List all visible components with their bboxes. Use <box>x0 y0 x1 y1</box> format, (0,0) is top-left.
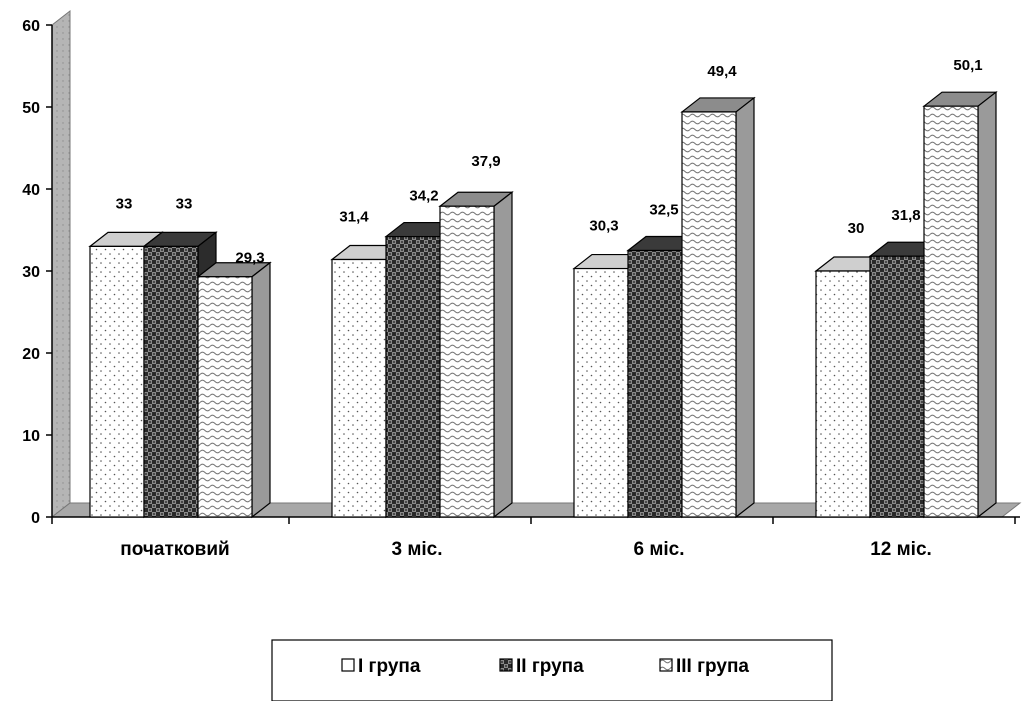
bar-front-face <box>439 205 495 518</box>
bar-front-face <box>923 105 979 518</box>
bar-side-face <box>735 96 755 519</box>
data-label: 32,5 <box>649 202 678 219</box>
y-tick-label: 20 <box>22 346 40 363</box>
y-tick-label: 60 <box>22 18 40 35</box>
bar-front-face <box>681 111 737 518</box>
bar-front-face <box>869 255 925 518</box>
legend-label: III група <box>676 656 749 677</box>
bar-front-face <box>815 270 871 518</box>
data-label: 34,2 <box>409 188 438 205</box>
legend-box <box>271 639 833 701</box>
category-label: 12 міс. <box>870 539 932 560</box>
data-label: 31,8 <box>891 207 920 224</box>
y-tick-label: 50 <box>22 100 40 117</box>
y-tick-label: 40 <box>22 182 40 199</box>
bar-side-face <box>251 261 271 519</box>
bar-front-face <box>331 258 387 518</box>
legend-swatch <box>499 658 513 672</box>
legend-swatch <box>659 658 673 672</box>
bar-front-face <box>573 267 629 518</box>
data-label: 31,4 <box>339 209 369 226</box>
side-wall <box>51 9 71 519</box>
bar-front-face <box>197 276 253 518</box>
category-label: початковий <box>120 539 229 560</box>
bar-side-face <box>493 190 513 519</box>
data-label: 30 <box>848 220 865 237</box>
bar-side-face <box>977 90 997 519</box>
data-label: 50,1 <box>953 57 982 74</box>
bar <box>680 96 756 519</box>
legend-label: II група <box>516 656 584 677</box>
category-label: 6 міс. <box>633 539 684 560</box>
data-label: 33 <box>176 195 193 212</box>
bar <box>922 90 998 519</box>
bar <box>438 190 514 519</box>
bar-front-face <box>385 235 441 518</box>
data-label: 37,9 <box>471 153 500 170</box>
category-label: 3 міс. <box>391 539 442 560</box>
y-tick-label: 30 <box>22 264 40 281</box>
data-label: 49,4 <box>707 63 737 80</box>
legend-swatch <box>341 658 355 672</box>
y-tick-label: 0 <box>31 510 40 527</box>
data-label: 33 <box>116 195 133 212</box>
legend-label: I група <box>358 656 421 677</box>
bar-front-face <box>143 245 199 518</box>
bar-front-face <box>627 249 683 518</box>
data-label: 30,3 <box>589 218 618 235</box>
y-tick-label: 10 <box>22 428 40 445</box>
data-label: 29,3 <box>235 250 264 267</box>
bar <box>196 261 272 519</box>
bar-front-face <box>89 245 145 518</box>
